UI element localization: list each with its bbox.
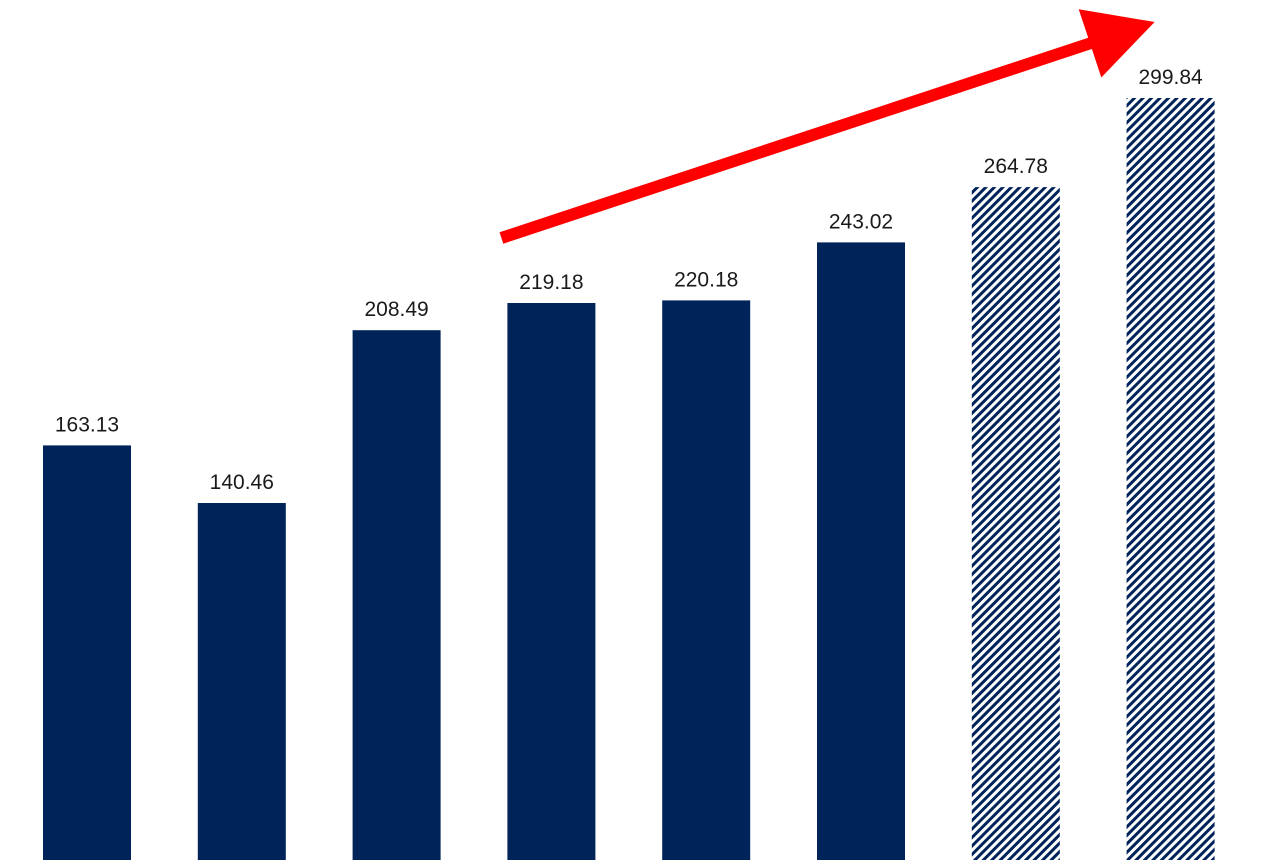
bar-value-label: 219.18 bbox=[519, 271, 583, 294]
bar bbox=[507, 303, 596, 860]
bar bbox=[43, 445, 131, 860]
bar-value-label: 243.02 bbox=[829, 210, 893, 233]
bar-value-label: 163.13 bbox=[55, 413, 119, 436]
trend-arrow bbox=[499, 9, 1155, 244]
value-labels: 163.13 140.46 208.49 219.18 220.18 243.02 264.… bbox=[55, 66, 1203, 494]
bar bbox=[352, 330, 441, 860]
bar-value-label: 299.84 bbox=[1138, 66, 1203, 89]
trend-annotation bbox=[499, 9, 1155, 244]
bar-value-label: 264.78 bbox=[984, 155, 1048, 178]
forecast-bar bbox=[971, 187, 1060, 860]
bar-value-label: 220.18 bbox=[674, 268, 738, 291]
bar bbox=[817, 242, 905, 860]
bars bbox=[43, 98, 1215, 860]
bar bbox=[662, 300, 751, 860]
bar bbox=[197, 503, 286, 860]
forecast-bar bbox=[1126, 98, 1215, 860]
bar-value-label: 208.49 bbox=[364, 298, 428, 321]
bar-value-label: 140.46 bbox=[210, 471, 274, 494]
